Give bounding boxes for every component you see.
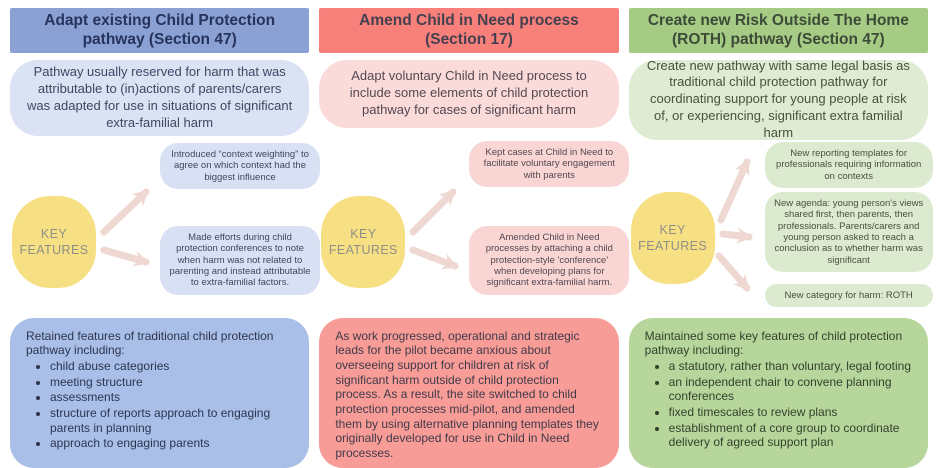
feature-arrows bbox=[715, 158, 753, 292]
arrow-to-feature-2 bbox=[100, 246, 150, 267]
feature-box: Kept cases at Child in Need to facilitat… bbox=[469, 140, 630, 187]
summary-intro: Retained features of traditional child p… bbox=[26, 328, 274, 358]
arrow-to-feature-1 bbox=[100, 188, 150, 236]
column-amend-cin: Amend Child in Need process (Section 17)… bbox=[319, 8, 630, 468]
feature-box: Made efforts during child protection con… bbox=[160, 225, 320, 295]
summary-item: establishment of a core group to coordin… bbox=[669, 421, 912, 450]
summary-list: child abuse categories meeting structure… bbox=[26, 359, 293, 451]
feature-box: New category for harm: ROTH bbox=[764, 283, 933, 308]
column-header: Adapt existing Child Protection pathway … bbox=[10, 8, 310, 53]
summary-paragraph: As work progressed, operational and stra… bbox=[335, 328, 599, 460]
feature-arrows bbox=[100, 188, 150, 267]
column-description: Create new pathway with same legal basis… bbox=[628, 58, 928, 140]
arrow-to-feature-3 bbox=[715, 252, 751, 292]
feature-box: Introduced “context weighting” to agree … bbox=[160, 142, 320, 189]
summary-item: meeting structure bbox=[50, 375, 293, 390]
column-header: Amend Child in Need process (Section 17) bbox=[319, 8, 619, 53]
arrow-to-feature-2 bbox=[719, 227, 753, 244]
summary-list: a statutory, rather than voluntary, lega… bbox=[645, 359, 912, 450]
summary-box: Maintained some key features of child pr… bbox=[628, 317, 928, 468]
feature-box: Amended Child in Need processes by attac… bbox=[469, 225, 630, 295]
column-description: Pathway usually reserved for harm that w… bbox=[10, 59, 310, 136]
key-features-section: KEY FEATURES Introduced “context weighti… bbox=[10, 136, 320, 318]
column-description: Adapt voluntary Child in Need process to… bbox=[319, 59, 619, 128]
summary-box: As work progressed, operational and stra… bbox=[319, 317, 619, 468]
summary-intro: Maintained some key features of child pr… bbox=[644, 328, 903, 358]
feature-box: New agenda: young person's views shared … bbox=[764, 191, 933, 273]
column-create-roth: Create new Risk Outside The Home (ROTH) … bbox=[628, 8, 933, 468]
column-header: Create new Risk Outside The Home (ROTH) … bbox=[628, 8, 928, 53]
key-features-badge: KEY FEATURES bbox=[321, 195, 406, 288]
summary-item: child abuse categories bbox=[50, 359, 293, 374]
key-features-section: KEY FEATURES Kept cases at Child in Need… bbox=[319, 128, 630, 318]
arrow-to-feature-2 bbox=[409, 246, 460, 270]
arrow-to-feature-1 bbox=[717, 158, 751, 224]
feature-arrows bbox=[409, 188, 460, 270]
summary-item: approach to engaging parents bbox=[50, 436, 293, 451]
arrow-to-feature-1 bbox=[409, 188, 457, 236]
key-features-section: KEY FEATURES New reporting templates for… bbox=[629, 140, 933, 318]
summary-item: a statutory, rather than voluntary, lega… bbox=[669, 359, 912, 374]
feature-box: New reporting templates for professional… bbox=[764, 141, 933, 188]
summary-item: fixed timescales to review plans bbox=[669, 405, 912, 420]
summary-item: structure of reports approach to engagin… bbox=[50, 406, 293, 435]
summary-box: Retained features of traditional child p… bbox=[10, 317, 310, 468]
key-features-badge: KEY FEATURES bbox=[630, 191, 715, 284]
summary-item: an independent chair to convene planning… bbox=[669, 375, 912, 404]
key-features-badge: KEY FEATURES bbox=[12, 195, 96, 288]
summary-item: assessments bbox=[50, 390, 293, 405]
column-adapt-existing: Adapt existing Child Protection pathway … bbox=[10, 8, 320, 468]
